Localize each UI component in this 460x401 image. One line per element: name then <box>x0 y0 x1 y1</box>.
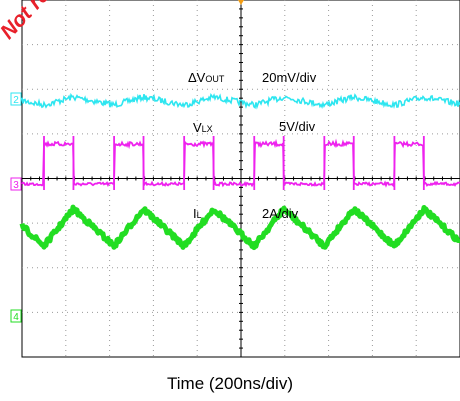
trigger-marker <box>238 0 244 5</box>
channel-1-scale: 5V/div <box>279 119 316 134</box>
channel-1-name: VLX <box>193 120 213 135</box>
channel-marker-label: 4 <box>13 312 19 323</box>
channel-marker-label: 3 <box>13 180 19 191</box>
trace-channel-2 <box>21 92 460 110</box>
plot-grid <box>21 0 460 358</box>
trace-channel-3 <box>19 204 460 251</box>
channel-markers: 2 3 4 <box>10 0 244 323</box>
channel-2-scale: 20mV/div <box>262 70 317 85</box>
channel-marker-label: 2 <box>13 95 19 106</box>
x-axis-label: Time (200ns/div) <box>167 374 293 393</box>
channel-marker-box <box>10 92 22 106</box>
waveform-traces <box>19 92 460 251</box>
trace-channel-1 <box>21 138 460 188</box>
channel-marker-box <box>10 309 22 323</box>
channel-2-name: ΔVOUT <box>188 70 225 85</box>
channel-3-name: IL <box>193 206 202 221</box>
channel-3-scale: 2A/div <box>262 206 299 221</box>
channel-marker-box <box>10 177 22 191</box>
